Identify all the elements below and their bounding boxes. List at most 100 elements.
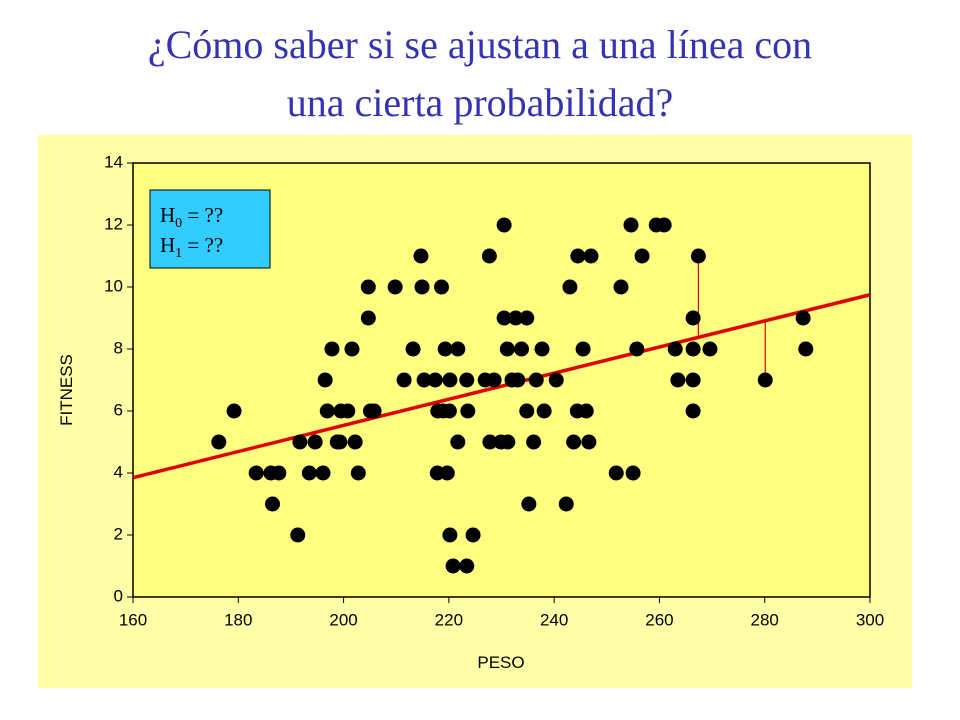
point [685, 341, 701, 357]
point [526, 434, 542, 450]
point [360, 310, 376, 326]
hypothesis-box-bg [149, 189, 271, 269]
point [608, 465, 624, 481]
point [685, 372, 701, 388]
point [570, 248, 586, 264]
point [634, 248, 650, 264]
point [519, 310, 535, 326]
point [500, 434, 516, 450]
trend-line [132, 293, 871, 480]
point [226, 403, 242, 419]
point [427, 372, 443, 388]
point [534, 341, 550, 357]
y-tick-label: 10 [104, 276, 123, 295]
hypothesis-symbol: H [160, 233, 175, 257]
point [360, 279, 376, 295]
point [685, 403, 701, 419]
point [798, 341, 814, 357]
point [350, 465, 366, 481]
point [562, 279, 578, 295]
point [521, 496, 537, 512]
point [566, 434, 582, 450]
point [248, 465, 264, 481]
hypothesis-line: H1 = ?? [160, 233, 223, 261]
point [482, 434, 498, 450]
point [496, 310, 512, 326]
point [702, 341, 718, 357]
point [486, 372, 502, 388]
point [265, 496, 281, 512]
x-tick-label: 180 [224, 610, 252, 629]
point [583, 248, 599, 264]
x-tick-label: 220 [435, 610, 463, 629]
point [670, 372, 686, 388]
point [581, 434, 597, 450]
point [510, 372, 526, 388]
point [347, 434, 363, 450]
point [442, 372, 458, 388]
y-tick-label: 2 [114, 524, 123, 543]
point [416, 372, 432, 388]
point [558, 496, 574, 512]
point [667, 341, 683, 357]
title-line: una cierta probabilidad? [287, 80, 673, 125]
point [548, 372, 564, 388]
x-tick-label: 260 [645, 610, 673, 629]
hypothesis-value: = ?? [182, 233, 223, 257]
hypothesis-line: H0 = ?? [160, 203, 223, 231]
point [441, 403, 457, 419]
point [442, 527, 458, 543]
point [508, 310, 524, 326]
y-tick-label: 6 [114, 400, 123, 419]
point [690, 248, 706, 264]
point [271, 465, 287, 481]
y-tick-label: 4 [114, 462, 123, 481]
point [340, 403, 356, 419]
point [629, 341, 645, 357]
point [757, 372, 773, 388]
point [459, 558, 475, 574]
point [211, 434, 227, 450]
point [685, 310, 701, 326]
point [437, 341, 453, 357]
point [319, 403, 335, 419]
x-tick-label: 200 [329, 610, 357, 629]
point [613, 279, 629, 295]
point [324, 341, 340, 357]
point [460, 403, 476, 419]
point [405, 341, 421, 357]
x-tick-label: 300 [856, 610, 884, 629]
point [307, 434, 323, 450]
point [396, 372, 412, 388]
y-tick-label: 14 [104, 152, 123, 171]
point [656, 217, 672, 233]
point [344, 341, 360, 357]
point [433, 279, 449, 295]
point [450, 341, 466, 357]
point [575, 341, 591, 357]
point [450, 434, 466, 450]
point [795, 310, 811, 326]
hypothesis-subscript: 1 [175, 246, 182, 261]
point [290, 527, 306, 543]
point [623, 217, 639, 233]
x-tick-label: 240 [540, 610, 568, 629]
point [519, 403, 535, 419]
x-axis-label: PESO [477, 653, 524, 672]
point [514, 341, 530, 357]
point [439, 465, 455, 481]
point [465, 527, 481, 543]
point [332, 434, 348, 450]
title-line: ¿Cómo saber si se ajustan a una línea co… [148, 22, 812, 67]
point [413, 248, 429, 264]
hypothesis-box: H0 = ??H1 = ?? [149, 189, 271, 269]
point [499, 341, 515, 357]
point [315, 465, 331, 481]
y-axis-label: FITNESS [57, 354, 76, 426]
point [578, 403, 594, 419]
x-tick-label: 280 [751, 610, 779, 629]
point [317, 372, 333, 388]
point [301, 465, 317, 481]
